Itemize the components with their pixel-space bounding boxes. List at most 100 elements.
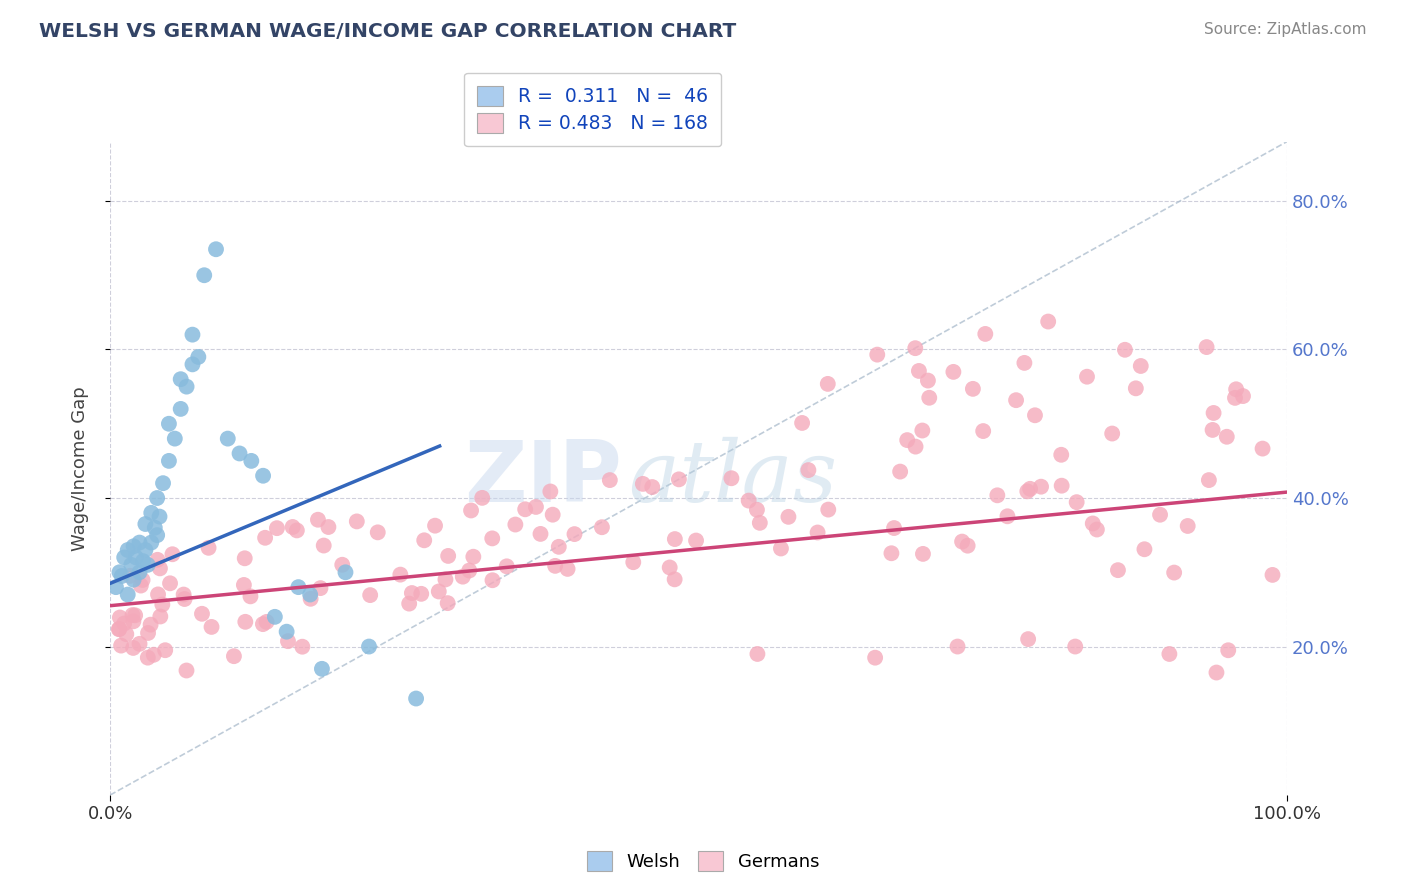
Point [299,588,322,602]
Point [142,648,165,662]
Point [1076,369,1098,384]
Point [148,509,170,524]
Point [141,506,163,520]
Point [1064,640,1087,654]
Point [357,640,380,654]
Point [405,691,427,706]
Point [904,341,927,355]
Point [591,520,613,534]
Point [863,650,886,665]
Point [309,581,332,595]
Point [974,326,997,341]
Point [121,608,143,623]
Point [807,525,830,540]
Point [458,564,481,578]
Point [112,550,135,565]
Point [233,551,256,566]
Point [817,502,839,516]
Point [911,424,934,438]
Point [346,515,368,529]
Point [972,424,994,438]
Point [146,491,169,505]
Point [1159,647,1181,661]
Point [170,372,193,386]
Point [277,634,299,648]
Point [335,566,357,580]
Point [389,567,412,582]
Point [641,480,664,494]
Point [436,596,458,610]
Point [256,615,278,629]
Point [254,531,277,545]
Point [146,587,169,601]
Point [1133,542,1156,557]
Point [287,580,309,594]
Point [423,518,446,533]
Point [122,573,145,587]
Point [330,558,353,572]
Point [122,539,145,553]
Point [631,476,654,491]
Text: WELSH VS GERMAN WAGE/INCOME GAP CORRELATION CHART: WELSH VS GERMAN WAGE/INCOME GAP CORRELAT… [39,22,737,41]
Point [471,491,494,505]
Point [557,562,579,576]
Text: ZIP: ZIP [464,436,621,520]
Point [911,547,934,561]
Point [1218,643,1240,657]
Point [541,508,564,522]
Point [1205,665,1227,680]
Point [252,617,274,632]
Point [918,391,941,405]
Point [720,471,742,485]
Point [547,540,569,554]
Point [1216,430,1239,444]
Text: atlas: atlas [628,437,837,519]
Point [797,463,820,477]
Point [950,534,973,549]
Point [664,572,686,586]
Point [125,550,148,565]
Point [111,569,134,583]
Point [904,440,927,454]
Point [146,553,169,567]
Point [157,417,180,431]
Point [128,637,150,651]
Point [191,607,214,621]
Point [129,578,152,592]
Point [217,432,239,446]
Point [495,559,517,574]
Point [883,521,905,535]
Point [1101,426,1123,441]
Point [173,588,195,602]
Point [117,543,139,558]
Point [134,543,156,558]
Point [197,541,219,555]
Point [222,649,245,664]
Point [153,643,176,657]
Point [149,561,172,575]
Point [427,584,450,599]
Y-axis label: Wage/Income Gap: Wage/Income Gap [72,386,89,550]
Point [621,555,644,569]
Point [150,598,173,612]
Point [159,576,181,591]
Point [866,348,889,362]
Point [163,432,186,446]
Point [157,454,180,468]
Point [104,580,127,594]
Point [110,639,132,653]
Point [141,535,163,549]
Point [311,662,333,676]
Point [986,488,1008,502]
Point [200,620,222,634]
Point [299,591,322,606]
Point [112,616,135,631]
Point [737,493,759,508]
Point [187,350,209,364]
Point [896,433,918,447]
Point [124,608,146,623]
Point [413,533,436,548]
Point [108,622,131,636]
Point [1024,409,1046,423]
Point [1038,314,1060,328]
